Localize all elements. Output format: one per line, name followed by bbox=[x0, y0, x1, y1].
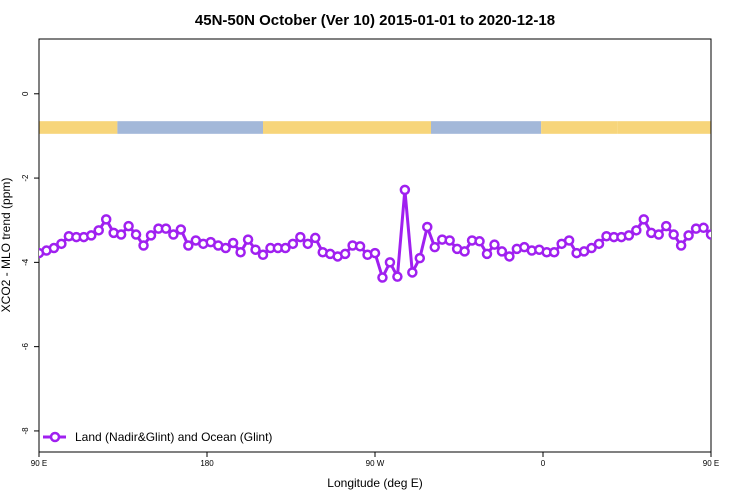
legend: Land (Nadir&Glint) and Ocean (Glint) bbox=[43, 430, 272, 444]
data-point bbox=[683, 230, 694, 241]
data-point bbox=[668, 229, 679, 240]
data-point bbox=[183, 240, 194, 251]
data-point bbox=[407, 267, 418, 278]
data-point bbox=[280, 242, 291, 254]
data-point bbox=[504, 251, 515, 262]
data-point bbox=[160, 223, 172, 234]
data-point bbox=[369, 247, 381, 259]
x-tick-label: 90 W bbox=[366, 459, 385, 468]
data-point bbox=[729, 236, 737, 244]
data-point bbox=[631, 225, 642, 236]
strip-segment-land bbox=[263, 121, 431, 134]
data-point bbox=[399, 184, 411, 196]
data-point bbox=[168, 229, 179, 240]
surface-strip bbox=[39, 121, 750, 134]
data-point bbox=[698, 222, 709, 234]
strip-segment-land bbox=[617, 121, 711, 134]
data-point bbox=[339, 248, 351, 260]
strip-segment-ocean bbox=[117, 121, 264, 134]
legend-swatch-marker bbox=[49, 431, 61, 443]
data-point bbox=[123, 220, 134, 232]
data-point bbox=[242, 234, 254, 245]
data-point bbox=[287, 238, 299, 250]
data-point bbox=[130, 229, 142, 240]
data-point bbox=[586, 242, 597, 254]
data-point bbox=[638, 214, 650, 225]
x-tick-label: 180 bbox=[200, 459, 214, 468]
series-group bbox=[39, 184, 750, 283]
data-point bbox=[175, 224, 187, 235]
y-tick-label: -2 bbox=[21, 174, 30, 182]
data-point bbox=[481, 248, 493, 260]
strip-segment-ocean bbox=[431, 121, 542, 134]
x-axis-label: Longitude (deg E) bbox=[327, 476, 422, 490]
y-tick-label: -8 bbox=[21, 427, 30, 435]
strip-segment-ocean bbox=[741, 121, 750, 134]
data-point bbox=[660, 220, 672, 232]
data-point bbox=[714, 225, 722, 233]
data-point bbox=[138, 240, 149, 251]
data-point bbox=[220, 242, 231, 254]
strip-segment-land bbox=[541, 121, 618, 134]
y-axis: 0 -2 -4 -6 -8 bbox=[21, 91, 39, 434]
data-point bbox=[227, 237, 239, 249]
data-point bbox=[250, 244, 261, 255]
data-point bbox=[429, 241, 440, 253]
y-tick-label: -6 bbox=[21, 343, 30, 351]
x-tick-label: 90 E bbox=[703, 459, 719, 468]
chart-title: 45N-50N October (Ver 10) 2015-01-01 to 2… bbox=[195, 12, 555, 29]
data-point bbox=[593, 238, 605, 250]
legend-entry-label: Land (Nadir&Glint) and Ocean (Glint) bbox=[75, 430, 272, 444]
data-point bbox=[310, 232, 321, 244]
data-point bbox=[384, 257, 396, 268]
data-point bbox=[489, 239, 500, 250]
data-point bbox=[93, 225, 104, 236]
data-point bbox=[444, 235, 455, 246]
strip-segment-land bbox=[39, 121, 118, 134]
data-point bbox=[675, 240, 687, 251]
data-point bbox=[563, 235, 575, 246]
data-point bbox=[623, 230, 635, 241]
data-point bbox=[737, 240, 745, 248]
data-point bbox=[422, 221, 433, 233]
data-point bbox=[459, 246, 470, 257]
data-point bbox=[100, 214, 112, 225]
data-point bbox=[414, 252, 426, 264]
data-point bbox=[145, 230, 157, 241]
x-axis: 90 E 180 90 W 0 90 E bbox=[31, 452, 719, 468]
data-point bbox=[354, 241, 366, 252]
data-point bbox=[115, 229, 127, 240]
y-tick-label: -4 bbox=[21, 258, 30, 266]
x-tick-label: 90 E bbox=[31, 459, 47, 468]
y-tick-label: 0 bbox=[21, 91, 30, 96]
x-tick-label: 0 bbox=[541, 459, 546, 468]
data-point bbox=[302, 238, 314, 250]
data-point bbox=[86, 230, 97, 241]
data-point bbox=[653, 229, 664, 240]
data-point bbox=[705, 229, 711, 240]
data-point bbox=[474, 236, 485, 247]
data-point bbox=[235, 246, 246, 258]
data-point bbox=[257, 249, 269, 261]
data-point bbox=[377, 272, 388, 283]
data-point bbox=[722, 242, 730, 250]
data-point bbox=[48, 242, 60, 254]
data-point bbox=[295, 231, 306, 243]
y-axis-label: XCO2 - MLO trend (ppm) bbox=[0, 178, 13, 313]
data-point bbox=[496, 246, 508, 257]
data-point bbox=[744, 238, 750, 246]
data-point bbox=[548, 246, 560, 258]
data-point bbox=[56, 238, 67, 250]
data-point bbox=[392, 271, 403, 282]
